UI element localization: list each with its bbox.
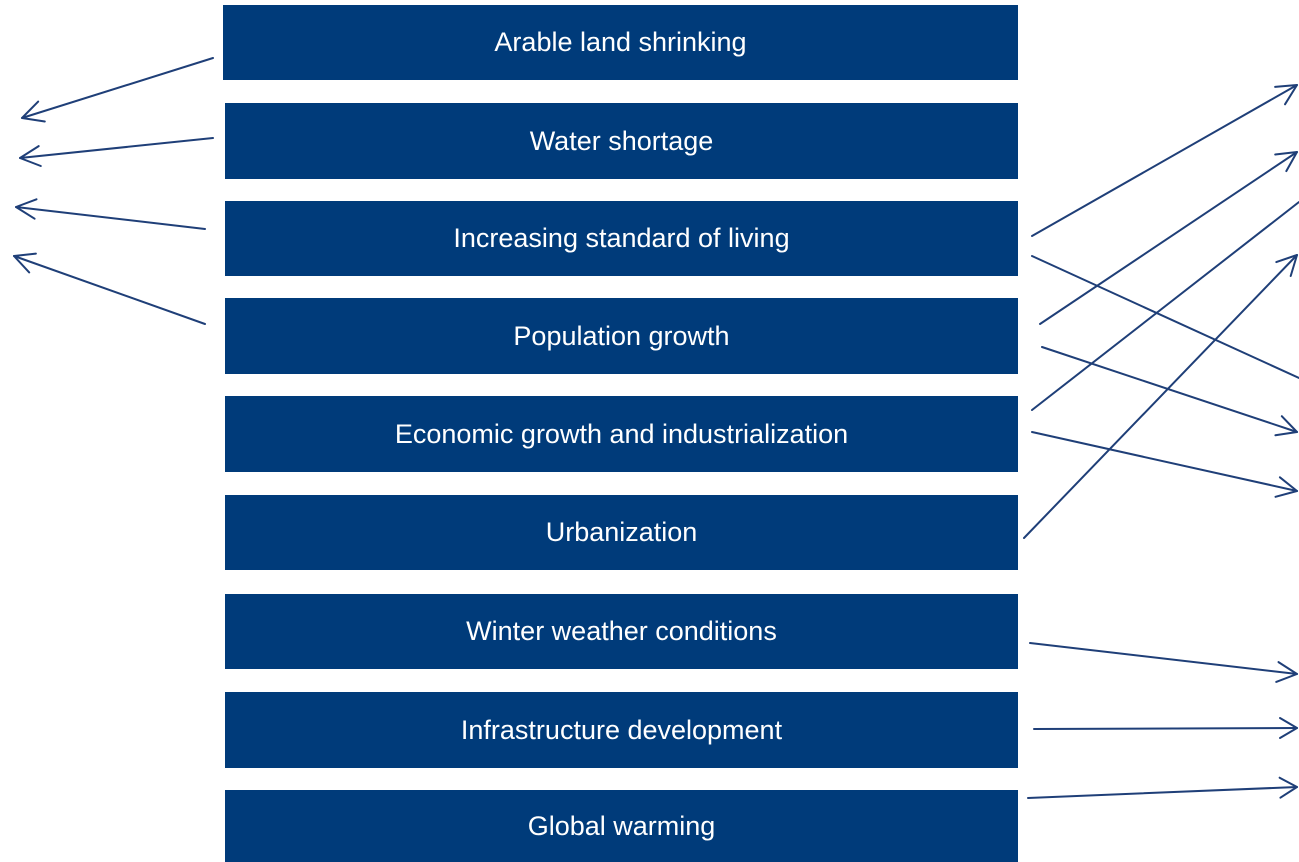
arrow-urbanization-up-right <box>1023 254 1298 539</box>
factor-label: Global warming <box>527 810 716 841</box>
factor-box-urbanization: Urbanization <box>225 495 1018 570</box>
factor-box-global-warming: Global warming <box>225 790 1018 862</box>
factor-label: Arable land shrinking <box>494 27 747 57</box>
factor-label: Population growth <box>513 320 730 351</box>
arrow-global-warming-right <box>1027 776 1298 799</box>
arrow-standard-of-living-down-right <box>1031 255 1299 379</box>
factor-label: Increasing standard of living <box>453 223 790 253</box>
arrow-population-growth-up-right <box>1039 151 1298 325</box>
factor-box-population-growth: Population growth <box>225 298 1018 374</box>
arrow-population-growth-down-right <box>1041 346 1298 437</box>
arrow-population-growth-left <box>13 252 206 325</box>
factor-box-economic-growth-industrialization: Economic growth and industrialization <box>225 396 1018 472</box>
factor-box-infrastructure-development: Infrastructure development <box>225 692 1018 768</box>
arrow-standard-of-living-up-right <box>1031 84 1298 237</box>
factor-box-water-shortage: Water shortage <box>225 103 1018 179</box>
arrow-arable-land-left <box>21 57 214 123</box>
factor-label: Economic growth and industrialization <box>394 418 849 449</box>
arrow-economic-growth-up-right <box>1031 201 1299 411</box>
arrow-economic-growth-down-right <box>1031 431 1298 498</box>
factor-label: Infrastructure development <box>460 714 783 745</box>
factor-label: Urbanization <box>545 517 698 547</box>
factor-label: Winter weather conditions <box>466 616 777 646</box>
factor-box-increasing-standard-of-living: Increasing standard of living <box>225 201 1018 276</box>
arrow-winter-weather-right <box>1029 642 1298 683</box>
arrow-water-shortage-left <box>19 137 214 167</box>
factor-box-winter-weather-conditions: Winter weather conditions <box>225 594 1018 669</box>
arrow-infrastructure-right <box>1033 717 1298 739</box>
factor-box-arable-land-shrinking: Arable land shrinking <box>223 5 1018 80</box>
factor-label: Water shortage <box>529 125 714 156</box>
arrow-standard-of-living-left <box>15 198 206 230</box>
